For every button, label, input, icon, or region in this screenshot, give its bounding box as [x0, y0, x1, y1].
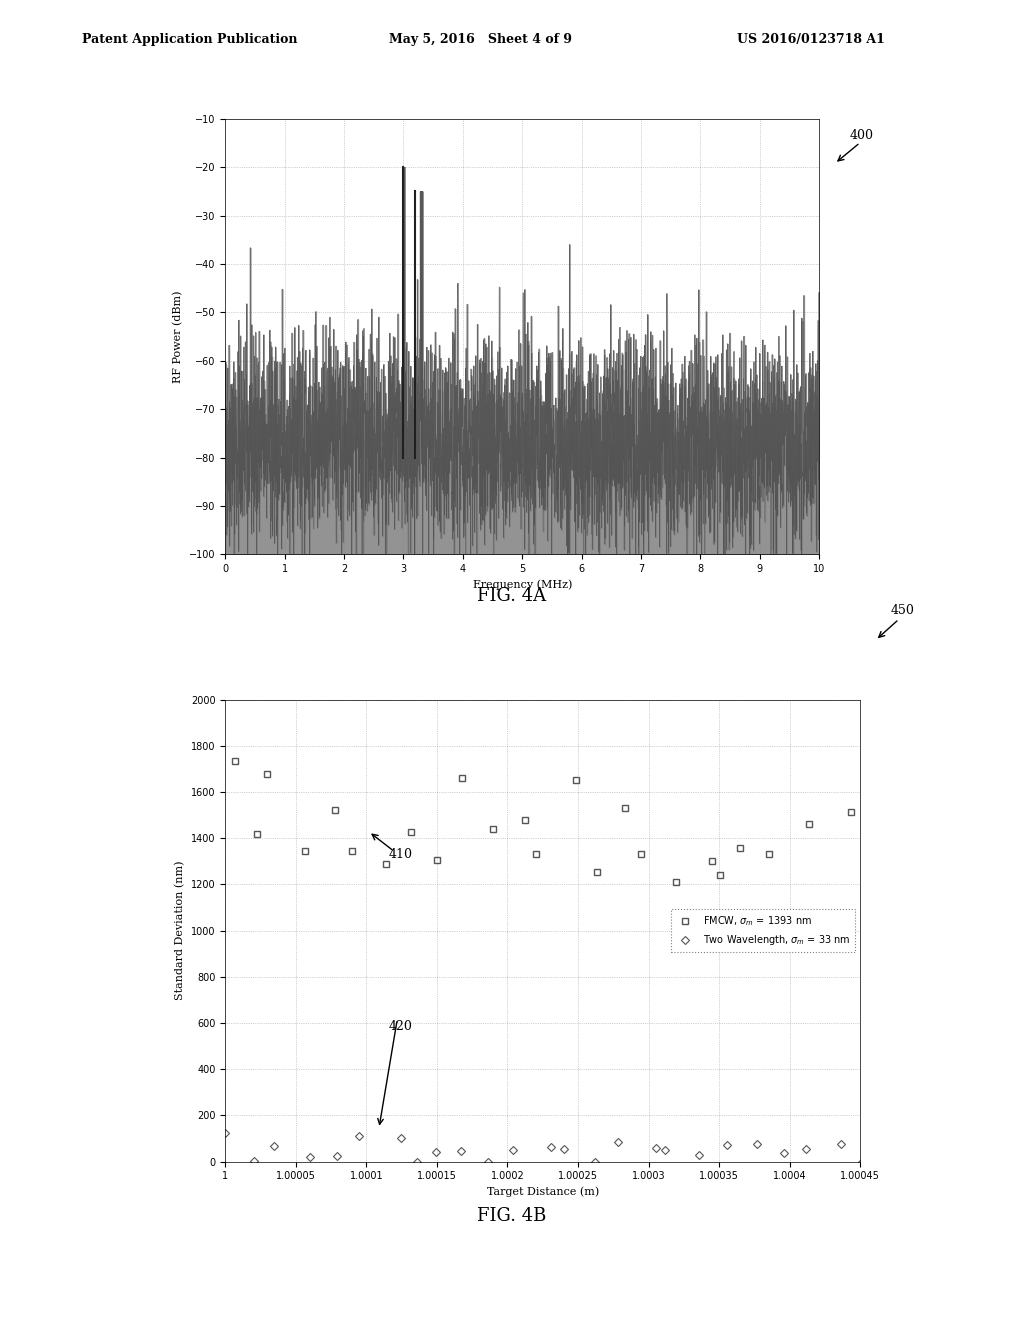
Two Wavelength, $\sigma_m$ = 33 nm [856, 1154, 868, 1170]
X-axis label: Target Distance (m): Target Distance (m) [486, 1187, 599, 1197]
FMCW, $\sigma_m$ = 1393 nm [706, 853, 718, 869]
FMCW, $\sigma_m$ = 1393 nm [346, 842, 358, 858]
Two Wavelength, $\sigma_m$ = 33 nm [545, 1139, 557, 1155]
FMCW, $\sigma_m$ = 1393 nm [845, 804, 857, 820]
Y-axis label: RF Power (dBm): RF Power (dBm) [173, 290, 183, 383]
Text: Patent Application Publication: Patent Application Publication [82, 33, 297, 46]
Text: FIG. 4B: FIG. 4B [477, 1206, 547, 1225]
Two Wavelength, $\sigma_m$ = 33 nm [248, 1152, 260, 1168]
Two Wavelength, $\sigma_m$ = 33 nm [558, 1140, 570, 1156]
Text: FIG. 4A: FIG. 4A [477, 586, 547, 605]
Line: Two Wavelength, $\sigma_m$ = 33 nm: Two Wavelength, $\sigma_m$ = 33 nm [222, 1130, 865, 1164]
Text: 420: 420 [389, 1019, 413, 1032]
FMCW, $\sigma_m$ = 1393 nm [431, 853, 443, 869]
FMCW, $\sigma_m$ = 1393 nm [261, 766, 273, 781]
FMCW, $\sigma_m$ = 1393 nm [762, 846, 774, 862]
Two Wavelength, $\sigma_m$ = 33 nm [751, 1135, 763, 1151]
Two Wavelength, $\sigma_m$ = 33 nm [650, 1140, 663, 1156]
Two Wavelength, $\sigma_m$ = 33 nm [353, 1129, 366, 1144]
Two Wavelength, $\sigma_m$ = 33 nm [835, 1137, 847, 1152]
FMCW, $\sigma_m$ = 1393 nm [406, 824, 418, 840]
Two Wavelength, $\sigma_m$ = 33 nm [612, 1134, 625, 1150]
Line: FMCW, $\sigma_m$ = 1393 nm: FMCW, $\sigma_m$ = 1393 nm [231, 758, 871, 886]
FMCW, $\sigma_m$ = 1393 nm [670, 874, 682, 890]
Two Wavelength, $\sigma_m$ = 33 nm [589, 1154, 601, 1170]
FMCW, $\sigma_m$ = 1393 nm [635, 846, 647, 862]
Two Wavelength, $\sigma_m$ = 33 nm [658, 1143, 671, 1159]
FMCW, $\sigma_m$ = 1393 nm [456, 770, 468, 785]
Two Wavelength, $\sigma_m$ = 33 nm [331, 1147, 343, 1163]
FMCW, $\sigma_m$ = 1393 nm [298, 842, 310, 858]
Two Wavelength, $\sigma_m$ = 33 nm [219, 1125, 231, 1140]
Legend: FMCW, $\sigma_m$ = 1393 nm, Two Wavelength, $\sigma_m$ = 33 nm: FMCW, $\sigma_m$ = 1393 nm, Two Waveleng… [671, 909, 855, 952]
Text: 450: 450 [891, 603, 914, 616]
Y-axis label: Standard Deviation (nm): Standard Deviation (nm) [175, 861, 185, 1001]
FMCW, $\sigma_m$ = 1393 nm [570, 772, 583, 788]
FMCW, $\sigma_m$ = 1393 nm [330, 803, 342, 818]
FMCW, $\sigma_m$ = 1393 nm [734, 840, 746, 855]
Text: 410: 410 [389, 847, 413, 861]
FMCW, $\sigma_m$ = 1393 nm [529, 846, 542, 862]
Text: 400: 400 [850, 128, 873, 141]
FMCW, $\sigma_m$ = 1393 nm [803, 816, 815, 832]
Two Wavelength, $\sigma_m$ = 33 nm [268, 1138, 281, 1154]
Text: May 5, 2016   Sheet 4 of 9: May 5, 2016 Sheet 4 of 9 [389, 33, 572, 46]
Two Wavelength, $\sigma_m$ = 33 nm [693, 1147, 706, 1163]
FMCW, $\sigma_m$ = 1393 nm [591, 865, 603, 880]
FMCW, $\sigma_m$ = 1393 nm [251, 826, 263, 842]
FMCW, $\sigma_m$ = 1393 nm [486, 821, 499, 837]
FMCW, $\sigma_m$ = 1393 nm [518, 812, 530, 828]
FMCW, $\sigma_m$ = 1393 nm [714, 867, 726, 883]
Two Wavelength, $\sigma_m$ = 33 nm [303, 1150, 315, 1166]
FMCW, $\sigma_m$ = 1393 nm [620, 800, 632, 816]
Two Wavelength, $\sigma_m$ = 33 nm [411, 1154, 423, 1170]
Two Wavelength, $\sigma_m$ = 33 nm [721, 1138, 733, 1154]
FMCW, $\sigma_m$ = 1393 nm [228, 752, 241, 768]
FMCW, $\sigma_m$ = 1393 nm [380, 855, 392, 871]
Two Wavelength, $\sigma_m$ = 33 nm [430, 1143, 442, 1159]
Two Wavelength, $\sigma_m$ = 33 nm [507, 1143, 519, 1159]
Text: US 2016/0123718 A1: US 2016/0123718 A1 [737, 33, 885, 46]
Two Wavelength, $\sigma_m$ = 33 nm [482, 1154, 495, 1170]
Two Wavelength, $\sigma_m$ = 33 nm [455, 1143, 467, 1159]
Two Wavelength, $\sigma_m$ = 33 nm [778, 1146, 791, 1162]
FMCW, $\sigma_m$ = 1393 nm [862, 837, 874, 853]
Two Wavelength, $\sigma_m$ = 33 nm [394, 1130, 407, 1146]
X-axis label: Frequency (MHz): Frequency (MHz) [472, 579, 572, 590]
Two Wavelength, $\sigma_m$ = 33 nm [800, 1142, 812, 1158]
